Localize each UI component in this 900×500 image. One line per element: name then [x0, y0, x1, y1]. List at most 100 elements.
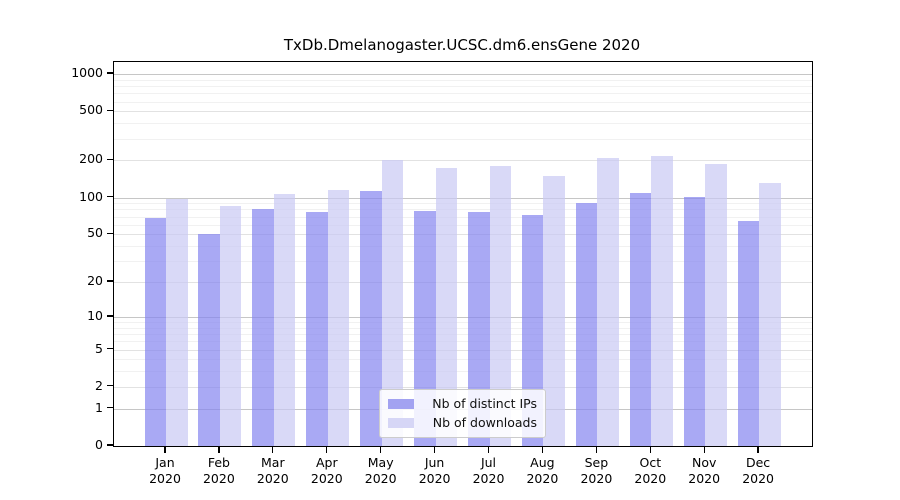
xtick-label-mar: Mar 2020: [256, 455, 289, 486]
gridline-40: [114, 246, 812, 247]
gridline-100: [114, 197, 812, 199]
bar-ips-jun: [414, 211, 436, 446]
xtick-label-jul: Jul 2020: [472, 455, 505, 486]
gridline-800: [114, 86, 812, 87]
bar-ips-nov: [683, 197, 706, 446]
bar-downloads-aug: [543, 175, 565, 446]
xtick-label-apr: Apr 2020: [310, 455, 343, 486]
bar-downloads-apr: [327, 190, 350, 446]
xtick-mark-oct: [649, 446, 651, 453]
gridline-5: [114, 349, 812, 351]
xtick-mark-jul: [487, 446, 490, 453]
gridline-9: [114, 322, 812, 323]
legend-row-distinct-ips: Nb of distinct IPs: [388, 394, 537, 413]
bar-downloads-jul: [489, 166, 511, 446]
gridline-300: [114, 138, 812, 140]
legend-label-downloads: Nb of downloads: [432, 415, 537, 430]
ytick-mark-5: [107, 347, 113, 350]
bar-ips-sep: [575, 202, 598, 446]
legend-row-downloads: Nb of downloads: [388, 413, 537, 432]
gridline-1000: [114, 74, 812, 75]
bar-ips-mar: [252, 208, 274, 446]
xtick-mark-aug: [541, 446, 544, 453]
bar-downloads-nov: [705, 164, 727, 446]
gridline-50: [114, 234, 812, 236]
gridline-10: [114, 316, 812, 318]
xtick-mark-feb: [218, 446, 220, 453]
xtick-label-sep: Sep 2020: [580, 455, 613, 486]
bar-ips-jan: [144, 218, 166, 446]
ytick-mark-100: [107, 195, 113, 198]
bar-ips-feb: [198, 234, 220, 446]
xtick-mark-may: [380, 446, 382, 453]
ytick-mark-200: [107, 158, 113, 161]
bar-downloads-mar: [273, 193, 296, 446]
ytick-label-100: 100: [79, 188, 103, 204]
xtick-mark-nov: [703, 446, 705, 453]
bar-downloads-feb: [219, 206, 242, 446]
xtick-label-nov: Nov 2020: [688, 455, 721, 486]
xtick-mark-sep: [595, 446, 598, 453]
xtick-label-feb: Feb 2020: [202, 455, 235, 486]
ytick-label-20: 20: [87, 273, 103, 289]
gridline-4: [114, 359, 812, 361]
gridline-6: [114, 341, 812, 343]
xtick-label-jun: Jun 2020: [418, 455, 451, 486]
gridline-2: [114, 386, 812, 388]
ytick-label-0: 0: [95, 437, 103, 452]
ytick-mark-50: [107, 232, 113, 234]
bar-downloads-may: [381, 160, 404, 446]
bar-ips-dec: [737, 221, 760, 446]
bar-ips-aug: [521, 215, 544, 446]
gridline-600: [114, 101, 812, 103]
gridline-400: [114, 123, 812, 125]
ytick-mark-10: [107, 315, 113, 317]
xtick-mark-jan: [164, 446, 166, 453]
xtick-label-oct: Oct 2020: [634, 455, 667, 486]
gridline-30: [114, 261, 812, 263]
bar-downloads-dec: [759, 182, 781, 446]
ytick-mark-1000: [107, 72, 113, 74]
xtick-label-aug: Aug 2020: [526, 455, 559, 486]
xtick-mark-dec: [757, 446, 759, 453]
xtick-mark-jun: [433, 446, 436, 453]
xtick-mark-mar: [272, 446, 274, 453]
ytick-label-1000: 1000: [71, 65, 103, 80]
gridline-60: [114, 224, 812, 226]
xtick-mark-apr: [326, 446, 328, 453]
bar-ips-may: [360, 190, 382, 446]
chart-title: TxDb.Dmelanogaster.UCSC.dm6.ensGene 2020: [283, 36, 641, 54]
legend-swatch-downloads: [388, 417, 414, 428]
ytick-label-1: 1: [95, 399, 103, 415]
gridline-900: [114, 79, 812, 81]
gridline-200: [114, 160, 812, 162]
gridline-7: [114, 334, 812, 335]
ytick-mark-0: [107, 444, 113, 446]
gridline-70: [114, 216, 812, 218]
ytick-mark-500: [107, 109, 113, 111]
bar-downloads-sep: [597, 157, 619, 446]
ytick-label-50: 50: [87, 225, 103, 241]
gridline-80: [114, 209, 812, 211]
bar-downloads-jun: [435, 168, 458, 446]
ytick-mark-1: [107, 407, 113, 409]
gridline-500: [114, 111, 812, 113]
gridline-90: [114, 203, 812, 205]
ytick-label-10: 10: [87, 307, 103, 323]
ytick-label-5: 5: [95, 340, 103, 356]
bar-ips-jul: [468, 212, 490, 446]
bar-ips-apr: [306, 212, 328, 446]
ytick-label-200: 200: [79, 151, 103, 167]
legend-label-distinct-ips: Nb of distinct IPs: [432, 396, 537, 411]
gridline-8: [114, 327, 812, 329]
ytick-label-500: 500: [79, 102, 103, 118]
xtick-label-jan: Jan 2020: [149, 455, 181, 486]
gridline-3: [114, 371, 812, 373]
bar-downloads-oct: [651, 156, 673, 446]
bar-downloads-jan: [166, 199, 188, 446]
xtick-label-may: May 2020: [364, 455, 397, 486]
bar-ips-oct: [629, 193, 652, 446]
ytick-mark-2: [107, 385, 113, 387]
gridline-700: [114, 93, 812, 95]
